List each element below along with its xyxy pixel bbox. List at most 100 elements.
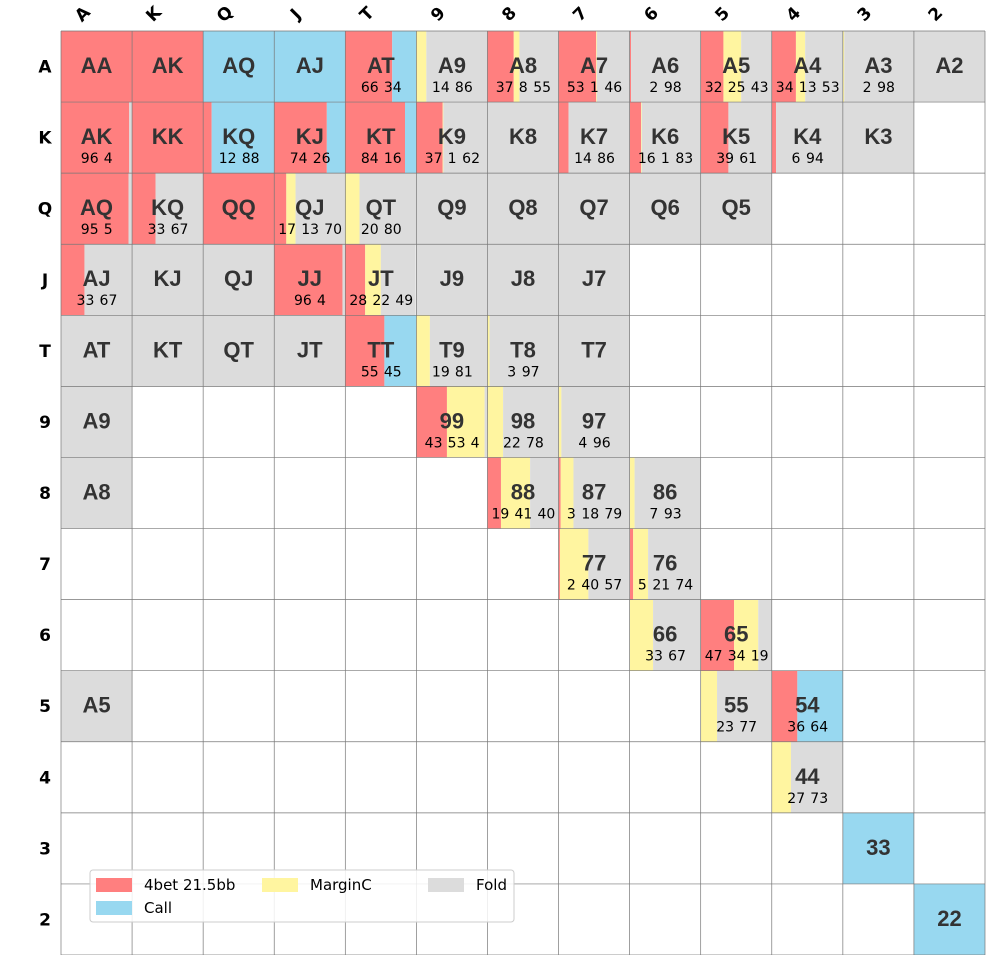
hand-label: KJ [154,266,182,291]
hand-label: K6 [651,124,679,149]
hand-label: K3 [864,124,892,149]
hand-label: K8 [509,124,537,149]
segment [700,31,724,103]
hand-label: T8 [510,337,536,362]
hand-label: AT [367,53,395,78]
segment [295,173,346,245]
segment [429,315,488,387]
value-label: 88 [242,151,260,167]
hand-label: 98 [511,408,535,433]
segment [155,173,204,245]
row-label: T [39,342,51,362]
hand-label: A9 [438,53,466,78]
hand-label: A5 [722,53,750,78]
hand-label: AK [81,124,113,149]
value-label: 70 [324,222,342,238]
hand-label: KK [152,124,184,149]
value-label: 14 [432,80,450,96]
hand-label: 22 [937,906,961,931]
value-label: 61 [739,151,757,167]
hand-label: JT [297,337,323,362]
segment [913,883,985,955]
segment [487,102,559,174]
segment [558,102,569,174]
hand-label: AQ [222,53,255,78]
hand-label: Q6 [650,195,679,220]
value-label: 25 [728,80,746,96]
hand-label: 86 [653,479,677,504]
value-label: 84 [361,151,379,167]
value-label: 1 [661,151,670,167]
segment [631,31,701,103]
legend-swatch [428,878,464,892]
segment [487,315,490,387]
segment [426,31,488,103]
value-label: 43 [425,435,443,451]
value-label: 8 [519,80,528,96]
segment [274,315,346,387]
hand-label: KT [366,124,396,149]
value-label: 36 [787,720,805,736]
segment [484,386,488,458]
hand-label: AK [152,53,184,78]
segment [700,599,735,671]
segment [758,599,772,671]
value-label: 40 [538,506,556,522]
segment [211,102,275,174]
segment [61,102,130,174]
column-label: T [356,3,379,26]
hand-label: Q9 [437,195,466,220]
hand-label: Q7 [579,195,608,220]
value-label: 49 [395,293,413,309]
row-label: 6 [39,626,51,646]
value-label: 86 [455,80,473,96]
hand-label: QQ [222,195,256,220]
segment [326,102,346,174]
segment [345,315,385,387]
hand-label: 76 [653,551,677,576]
hand-label: KQ [151,195,184,220]
segment [558,31,597,103]
segment [771,102,777,174]
value-label: 1 [448,151,457,167]
value-label: 96 [81,151,99,167]
value-label: 64 [810,720,828,736]
segment [286,173,296,245]
value-label: 40 [581,578,599,594]
value-label: 32 [705,80,723,96]
value-label: 5 [638,578,647,594]
segment [913,31,985,103]
segment [771,31,796,103]
legend-label: Call [144,899,172,917]
segment [844,31,914,103]
value-label: 13 [799,80,817,96]
value-label: 2 [863,80,872,96]
value-label: 4 [578,435,587,451]
value-label: 95 [81,222,99,238]
segment [633,528,649,600]
segment [416,244,488,316]
segment [795,31,806,103]
segment [132,31,204,103]
hand-label: A5 [82,693,110,718]
value-label: 80 [384,222,402,238]
segment [416,315,430,387]
value-label: 22 [372,293,390,309]
value-label: 93 [664,506,682,522]
value-label: 77 [739,720,757,736]
segment [700,173,772,245]
column-label: 3 [854,3,877,26]
segment [203,315,275,387]
value-label: 34 [728,649,746,665]
segment [842,31,845,103]
segment [558,315,630,387]
hand-label: 66 [653,622,677,647]
hand-label: AJ [296,53,324,78]
value-label: 98 [877,80,895,96]
column-label: 8 [498,3,521,26]
segment [596,31,597,103]
segment [641,102,701,174]
hand-label: 54 [795,693,820,718]
hand-label: JJ [298,266,322,291]
row-label: 4 [39,768,51,788]
